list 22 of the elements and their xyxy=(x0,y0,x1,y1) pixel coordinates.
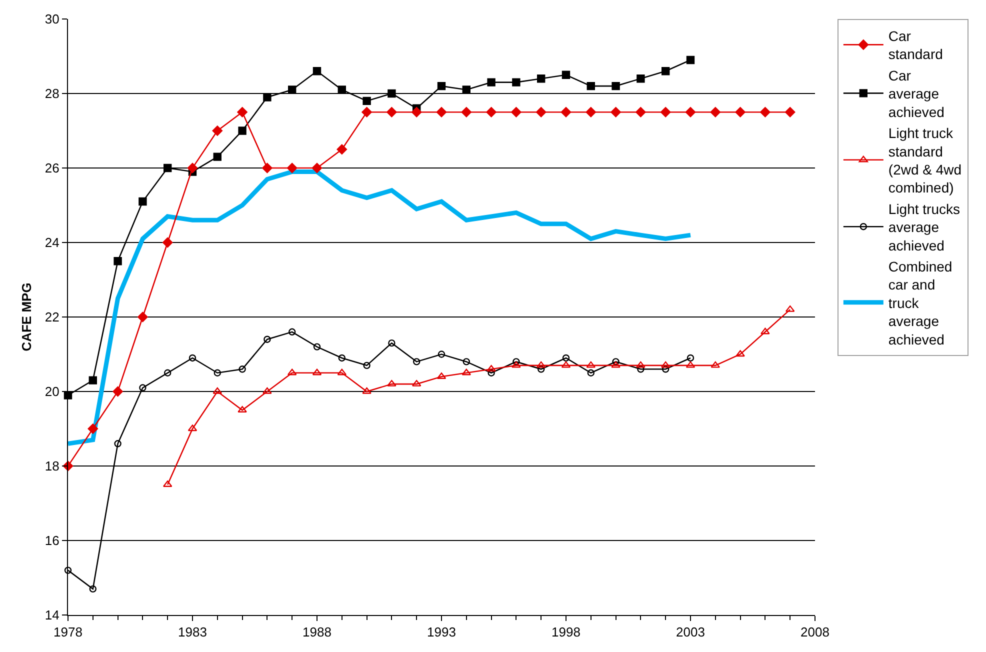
y-tick-label: 26 xyxy=(44,160,60,176)
y-tick-label: 16 xyxy=(44,533,60,548)
y-tick-label: 22 xyxy=(44,310,60,325)
y-tick-label: 24 xyxy=(44,235,60,250)
y-axis-title: CAFE MPG xyxy=(18,282,34,352)
y-tick-label: 28 xyxy=(44,86,60,102)
y-tick-label: 18 xyxy=(44,458,60,474)
x-tick-label: 1993 xyxy=(427,624,456,640)
x-tick-label: 2008 xyxy=(800,624,830,640)
legend-label: Light trucks average achieved xyxy=(888,200,960,254)
legend-label: Car standard xyxy=(888,28,943,62)
x-tick-label: 1983 xyxy=(178,624,207,640)
y-tick-label: 14 xyxy=(44,608,60,623)
legend-label: Car average achieved xyxy=(888,67,944,120)
x-tick-label: 1988 xyxy=(302,624,332,640)
legend-label: Light truck standard (2wd & 4wd combined) xyxy=(888,125,962,196)
y-tick-label: 20 xyxy=(44,384,60,400)
x-tick-label: 2003 xyxy=(676,624,705,640)
legend-label: Combined car and truck average achieved xyxy=(888,258,952,348)
y-tick-label: 30 xyxy=(44,12,60,27)
x-tick-label: 1998 xyxy=(552,624,580,640)
x-tick-label: 1978 xyxy=(54,624,82,640)
